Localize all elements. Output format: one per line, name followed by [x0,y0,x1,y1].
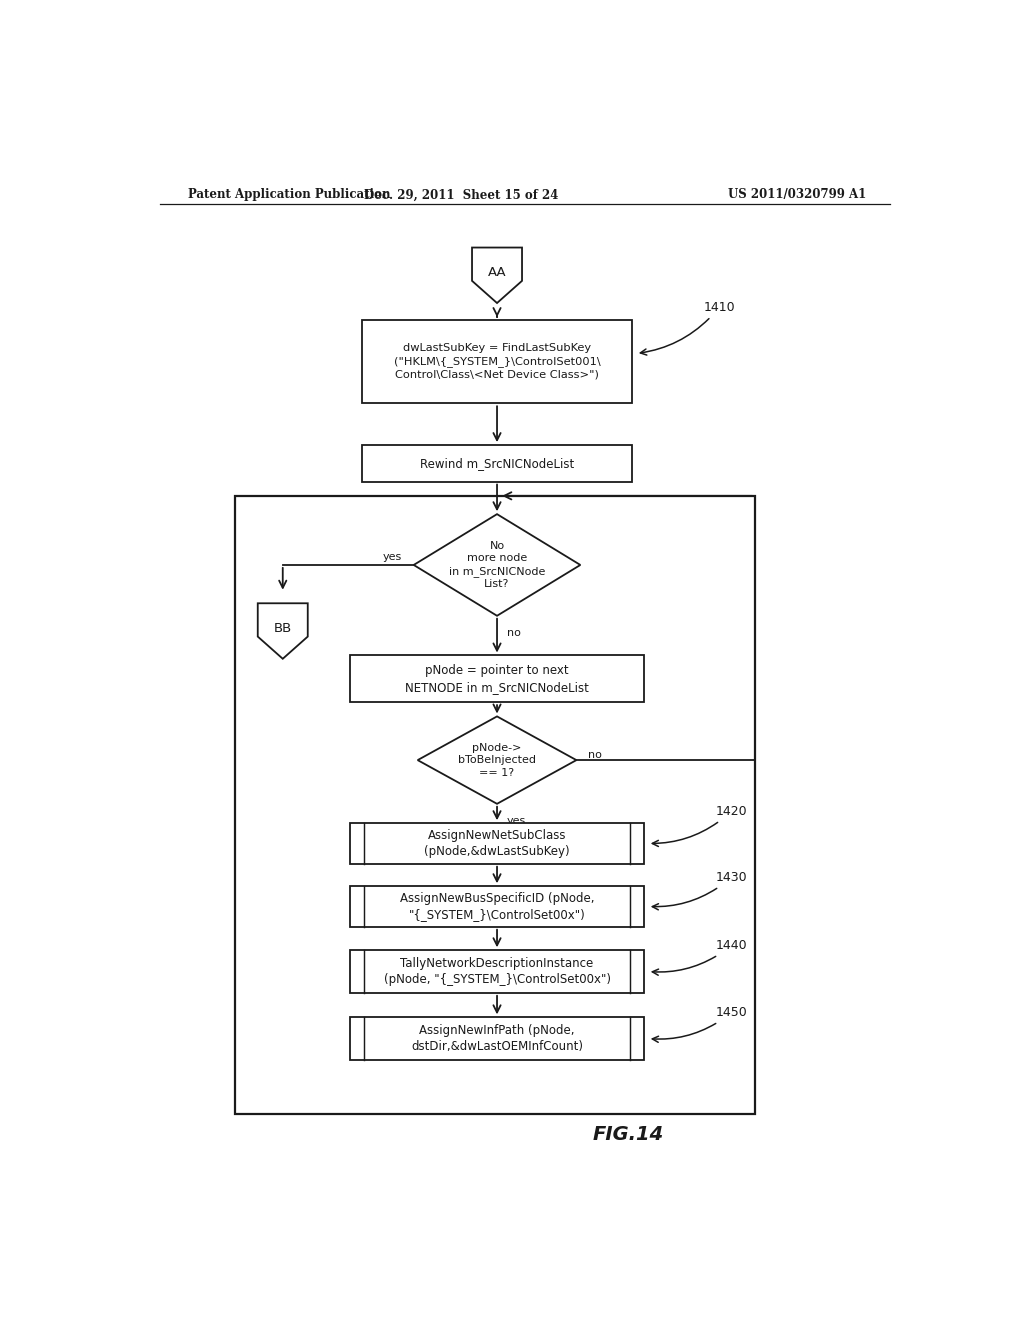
Text: 1410: 1410 [640,301,735,355]
FancyBboxPatch shape [350,824,644,863]
Text: BB: BB [273,622,292,635]
Text: No
more node
in m_SrcNICNode
List?: No more node in m_SrcNICNode List? [449,541,545,589]
Text: AssignNewInfPath (pNode,
dstDir,&dwLastOEMInfCount): AssignNewInfPath (pNode, dstDir,&dwLastO… [411,1024,583,1053]
FancyBboxPatch shape [350,886,644,927]
FancyBboxPatch shape [350,950,644,993]
Text: 1420: 1420 [652,805,746,846]
Text: dwLastSubKey = FindLastSubKey
("HKLM\{_SYSTEM_}\ControlSet001\
Control\Class\<Ne: dwLastSubKey = FindLastSubKey ("HKLM\{_S… [393,343,600,380]
Text: no: no [588,750,602,760]
Text: TallyNetworkDescriptionInstance
(pNode, "{_SYSTEM_}\ControlSet00x"): TallyNetworkDescriptionInstance (pNode, … [384,957,610,986]
Text: 1440: 1440 [652,939,746,975]
Text: Rewind m_SrcNICNodeList: Rewind m_SrcNICNodeList [420,457,574,470]
Polygon shape [472,248,522,304]
Text: FIG.14: FIG.14 [592,1125,664,1143]
Polygon shape [418,717,577,804]
Text: Patent Application Publication: Patent Application Publication [187,189,390,202]
Text: US 2011/0320799 A1: US 2011/0320799 A1 [728,189,866,202]
Text: yes: yes [507,816,525,826]
Text: yes: yes [383,552,401,562]
Text: pNode = pointer to next
NETNODE in m_SrcNICNodeList: pNode = pointer to next NETNODE in m_Src… [406,664,589,693]
Text: AssignNewBusSpecificID (pNode,
"{_SYSTEM_}\ControlSet00x"): AssignNewBusSpecificID (pNode, "{_SYSTEM… [399,892,594,921]
Text: AA: AA [487,267,506,279]
FancyBboxPatch shape [350,1018,644,1060]
Text: AssignNewNetSubClass
(pNode,&dwLastSubKey): AssignNewNetSubClass (pNode,&dwLastSubKe… [424,829,569,858]
Text: 1450: 1450 [652,1006,748,1043]
Text: pNode->
bToBeInjected
== 1?: pNode-> bToBeInjected == 1? [458,743,536,777]
Polygon shape [414,515,581,616]
Text: no: no [507,628,520,638]
FancyBboxPatch shape [362,445,632,482]
FancyBboxPatch shape [362,319,632,404]
Polygon shape [258,603,308,659]
Text: Dec. 29, 2011  Sheet 15 of 24: Dec. 29, 2011 Sheet 15 of 24 [365,189,558,202]
Text: 1430: 1430 [652,871,746,909]
FancyBboxPatch shape [350,656,644,702]
